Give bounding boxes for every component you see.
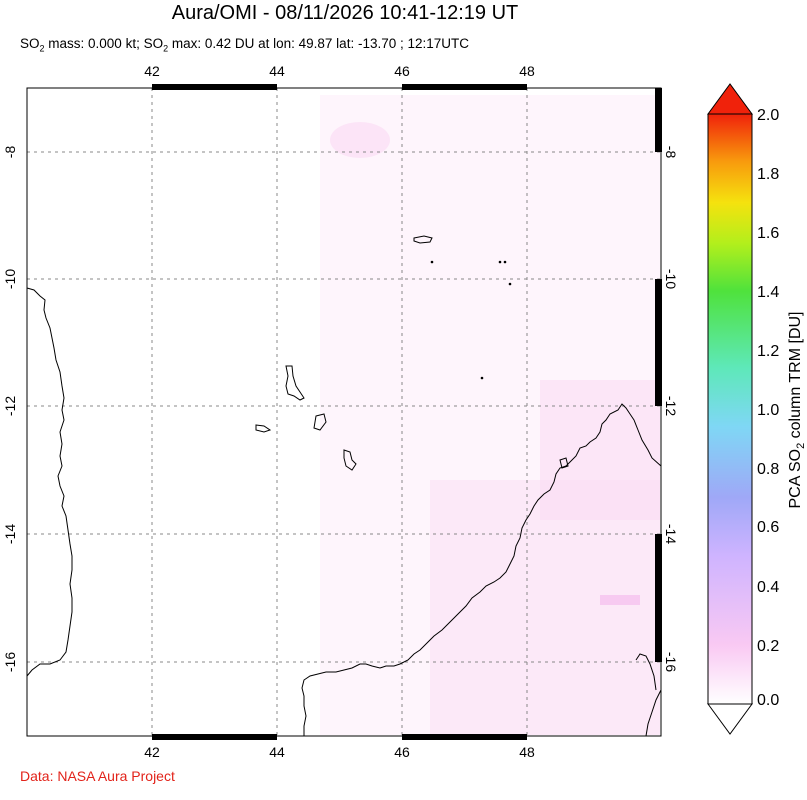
subtitle-so-sub2: 2 xyxy=(163,43,169,54)
coastline-madagascar-north xyxy=(301,403,662,736)
map-frame xyxy=(26,87,662,737)
so2-haze-south xyxy=(430,480,660,735)
coastline-moheli xyxy=(255,424,272,433)
lat-label-right-10: -10 xyxy=(663,269,679,289)
lon-label-bottom-42: 42 xyxy=(144,744,160,760)
subtitle-so-sub: 2 xyxy=(39,43,45,54)
subtitle-max: max: 0.42 DU at lon: 49.87 lat: -13.70 ;… xyxy=(168,36,470,51)
coastline-madagascar-east xyxy=(635,653,657,691)
graticule xyxy=(27,88,661,736)
lon-label-top-42: 42 xyxy=(144,63,160,79)
colorbar: 0.0 0.2 0.4 0.6 0.8 1.0 1.2 1.4 1.6 1.8 … xyxy=(707,83,807,735)
so2-field xyxy=(320,95,660,735)
cbar-tick-4: 0.8 xyxy=(757,461,779,478)
map-title: Aura/OMI - 08/11/2026 10:41-12:19 UT xyxy=(171,2,519,24)
coastline-glorioso xyxy=(413,235,433,244)
colorbar-label-prefix: PCA SO xyxy=(787,449,804,509)
colorbar-max-arrow xyxy=(707,83,753,115)
lat-label-left-10: -10 xyxy=(2,269,18,289)
colorbar-gradient xyxy=(707,113,753,705)
cbar-tick-5: 1.0 xyxy=(757,402,779,419)
colorbar-min-arrow xyxy=(707,703,753,735)
frame-bars xyxy=(152,84,662,740)
cbar-tick-9: 1.8 xyxy=(757,166,779,183)
top-bar-46-48 xyxy=(402,84,527,90)
so2-patch-madagascar xyxy=(540,380,660,520)
lat-label-left-8: -8 xyxy=(2,146,18,159)
coastlines xyxy=(26,235,662,737)
lon-label-bottom-46: 46 xyxy=(394,744,410,760)
coastline-anjouan xyxy=(313,413,327,431)
colorbar-label-suffix: column TRM [DU] xyxy=(787,312,804,443)
lon-label-top-46: 46 xyxy=(394,63,410,79)
island-dot-3 xyxy=(503,260,507,264)
bottom-bar-42-44 xyxy=(152,734,277,740)
lon-label-top-48: 48 xyxy=(519,63,535,79)
island-dot-1 xyxy=(430,260,434,264)
coastline-nosy-be xyxy=(559,457,569,469)
so2-patch-north xyxy=(330,122,390,158)
coastline-mayotte xyxy=(343,449,357,471)
cbar-tick-8: 1.6 xyxy=(757,225,779,242)
lat-label-right-14: -14 xyxy=(663,524,679,544)
small-islands xyxy=(430,260,512,380)
coastline-africa xyxy=(26,287,73,677)
cbar-tick-10: 2.0 xyxy=(757,107,779,124)
bottom-bar-46-48 xyxy=(402,734,527,740)
lon-label-bottom-44: 44 xyxy=(269,744,285,760)
map-subtitle: SO2 mass: 0.000 kt; SO2 max: 0.42 DU at … xyxy=(20,36,469,54)
colorbar-label: PCA SO2 column TRM [DU] xyxy=(787,312,807,509)
subtitle-mass: mass: 0.000 kt; SO xyxy=(44,36,164,51)
cbar-tick-1: 0.2 xyxy=(757,638,779,655)
top-bar-42-44 xyxy=(152,84,277,90)
lat-labels-left: -8 -10 -12 -14 -16 xyxy=(2,146,18,673)
island-dot-5 xyxy=(480,376,484,380)
lon-label-top-44: 44 xyxy=(269,63,285,79)
right-bar-10-12 xyxy=(655,279,662,406)
lat-label-left-14: -14 xyxy=(2,524,18,544)
subtitle-so-prefix: SO xyxy=(20,36,40,51)
cbar-tick-7: 1.4 xyxy=(757,284,779,301)
colorbar-label-sub: 2 xyxy=(795,443,807,449)
so2-max-patch xyxy=(600,595,640,605)
lon-label-bottom-48: 48 xyxy=(519,744,535,760)
island-dot-4 xyxy=(508,282,512,286)
lat-label-left-12: -12 xyxy=(2,396,18,416)
cbar-tick-3: 0.6 xyxy=(757,519,779,536)
lat-label-left-16: -16 xyxy=(2,652,18,672)
lon-labels-top: 42 44 46 48 xyxy=(144,63,535,79)
cbar-tick-0: 0.0 xyxy=(757,692,779,709)
lat-label-right-12: -12 xyxy=(663,396,679,416)
data-credit: Data: NASA Aura Project xyxy=(20,768,175,784)
coastline-grande-comore xyxy=(285,365,305,401)
island-dot-2 xyxy=(498,260,502,264)
lon-labels-bottom: 42 44 46 48 xyxy=(144,744,535,760)
lat-label-right-16: -16 xyxy=(663,652,679,672)
cbar-tick-6: 1.2 xyxy=(757,343,779,360)
coastline-madagascar-south xyxy=(645,689,662,737)
lat-labels-right: -8 -10 -12 -14 -16 xyxy=(663,146,679,673)
right-bar-top xyxy=(655,88,662,152)
colorbar-ticks: 0.0 0.2 0.4 0.6 0.8 1.0 1.2 1.4 1.6 1.8 … xyxy=(757,107,779,709)
cbar-tick-2: 0.4 xyxy=(757,579,779,596)
right-bar-14-16 xyxy=(655,534,662,662)
lat-label-right-8: -8 xyxy=(663,146,679,159)
